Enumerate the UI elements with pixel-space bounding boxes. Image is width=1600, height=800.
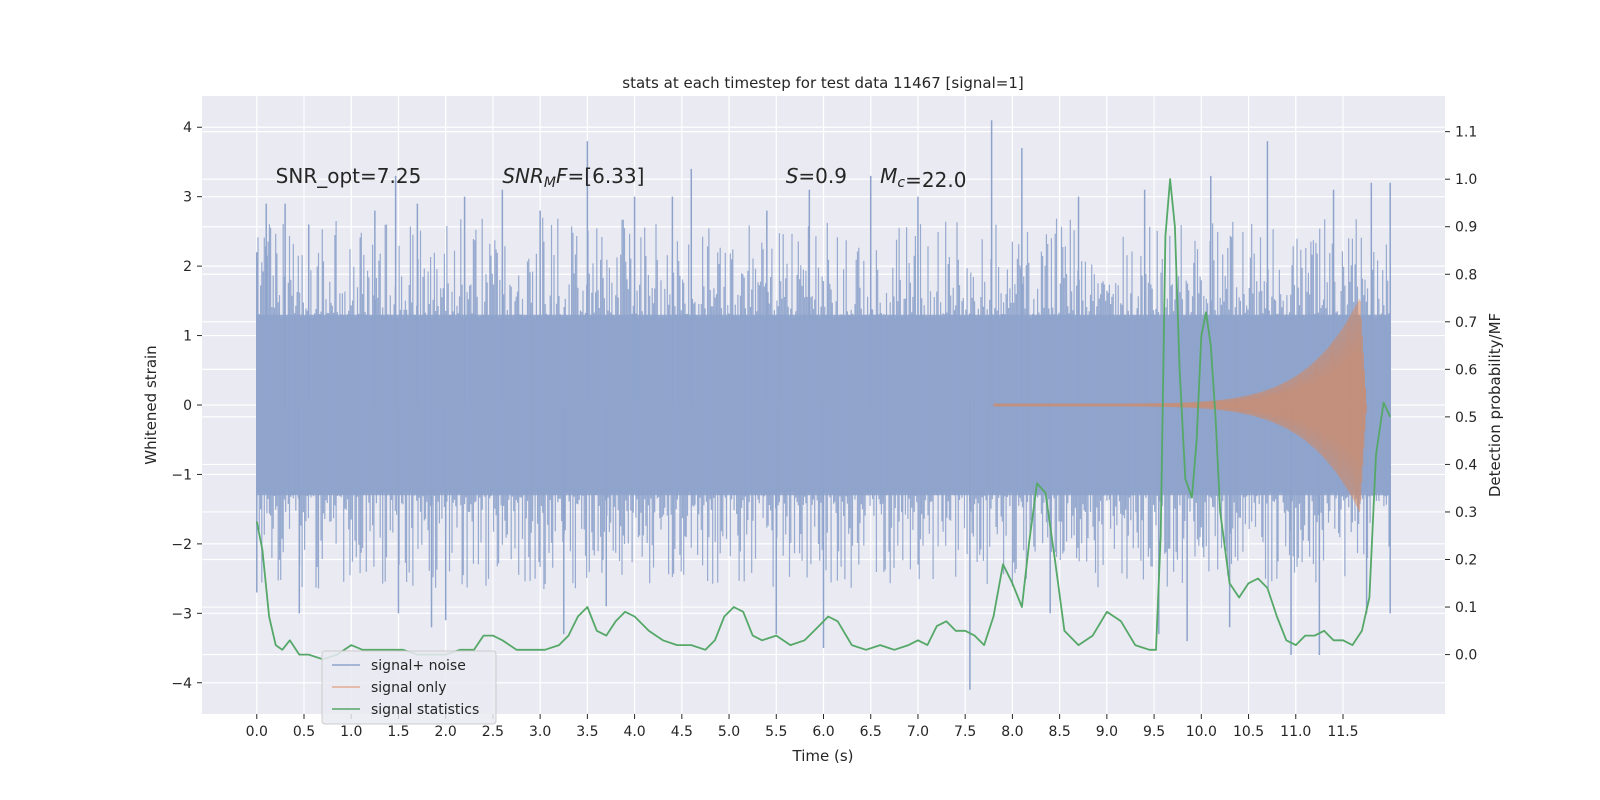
x-tick-label: 11.5 <box>1327 724 1358 740</box>
x-tick-label: 1.0 <box>340 724 362 740</box>
x-tick-label: 8.0 <box>1001 724 1023 740</box>
legend-label-signal-statistics: signal statistics <box>371 702 479 718</box>
legend-label-signal-noise: signal+ noise <box>371 658 466 674</box>
signal-only-line <box>993 299 1367 512</box>
x-tick-label: 2.0 <box>435 724 457 740</box>
x-axis-title: Time (s) <box>792 747 854 765</box>
y-right-tick-label: 0.6 <box>1455 362 1477 378</box>
y-left-tick-label: −2 <box>171 537 192 553</box>
x-tick-label: 7.5 <box>954 724 976 740</box>
x-tick-label: 10.5 <box>1233 724 1264 740</box>
y-right-tick-label: 0.2 <box>1455 553 1477 569</box>
annotation: SNRMF=[6.33] <box>502 164 644 191</box>
x-tick-label: 6.5 <box>860 724 882 740</box>
chart-title: stats at each timestep for test data 114… <box>622 74 1023 92</box>
y-right-axis-title: Detection probability/MF <box>1486 313 1504 497</box>
x-tick-label: 2.5 <box>482 724 504 740</box>
y-left-tick-label: −3 <box>171 606 192 622</box>
x-tick-label: 4.0 <box>623 724 645 740</box>
y-right-tick-label: 0.4 <box>1455 457 1477 473</box>
x-tick-label: 11.0 <box>1280 724 1311 740</box>
annotation: SNR_opt=7.25 <box>276 164 422 188</box>
y-left-tick-label: 4 <box>183 120 192 136</box>
x-tick-label: 0.0 <box>246 724 268 740</box>
annotations: SNR_opt=7.25 SNRMF=[6.33] S=0.9 Mc=22.0 <box>276 164 967 192</box>
y-left-tick-label: 2 <box>183 259 192 275</box>
y-right-tick-label: 0.3 <box>1455 505 1477 521</box>
y-right-tick-label: 0.1 <box>1455 600 1477 616</box>
y-right-tick-label: 1.0 <box>1455 172 1477 188</box>
y-right-tick-label: 0.9 <box>1455 220 1477 236</box>
legend-box <box>321 650 497 725</box>
x-tick-label: 5.5 <box>765 724 787 740</box>
x-tick-label: 3.5 <box>576 724 598 740</box>
x-tick-label: 6.0 <box>812 724 834 740</box>
y-right-tick-label: 0.8 <box>1455 267 1477 283</box>
y-left-axis-title: Whitened strain <box>142 345 160 464</box>
x-tick-label: 7.0 <box>907 724 929 740</box>
y-right-tick-label: 0.5 <box>1455 410 1477 426</box>
x-tick-label: 3.0 <box>529 724 551 740</box>
x-tick-label: 9.0 <box>1096 724 1118 740</box>
x-tick-label: 5.0 <box>718 724 740 740</box>
y-right-tick-label: 0.7 <box>1455 315 1477 331</box>
y-left-tick-label: 0 <box>183 398 192 414</box>
legend-label-signal-only: signal only <box>371 680 446 696</box>
y-left-tick-label: 1 <box>183 329 192 345</box>
signal-only-series <box>993 299 1367 512</box>
y-right-tick-label: 0.0 <box>1455 648 1477 664</box>
y-right-axis-ticks: 1.1 1.0 0.9 0.8 0.7 0.6 0.5 0.4 0.3 0.2 0.1 0.0 <box>1445 125 1477 664</box>
x-tick-label: 8.5 <box>1048 724 1070 740</box>
x-tick-label: 10.0 <box>1186 724 1217 740</box>
x-axis-ticks: 0.0 0.5 1.0 1.5 2.0 2.5 3.0 3.5 4.0 4.5 5.0 5.5 6.0 6… <box>246 714 1359 740</box>
annotation: S=0.9 <box>786 164 847 188</box>
y-left-tick-label: −4 <box>171 676 192 692</box>
legend: signal+ noise signal only signal statist… <box>321 650 497 725</box>
x-tick-label: 4.5 <box>671 724 693 740</box>
y-left-tick-label: −1 <box>171 467 192 483</box>
annotation: Mc=22.0 <box>880 164 966 192</box>
x-tick-label: 1.5 <box>387 724 409 740</box>
x-tick-label: 0.5 <box>293 724 315 740</box>
y-left-axis-ticks: 4 3 2 1 0 −1 −2 −3 −4 <box>171 120 202 692</box>
y-right-tick-label: 1.1 <box>1455 125 1477 141</box>
y-left-tick-label: 3 <box>183 190 192 206</box>
signal-statistics-series <box>255 178 1392 661</box>
signal-statistics-line <box>255 178 1392 661</box>
x-tick-label: 9.5 <box>1143 724 1165 740</box>
